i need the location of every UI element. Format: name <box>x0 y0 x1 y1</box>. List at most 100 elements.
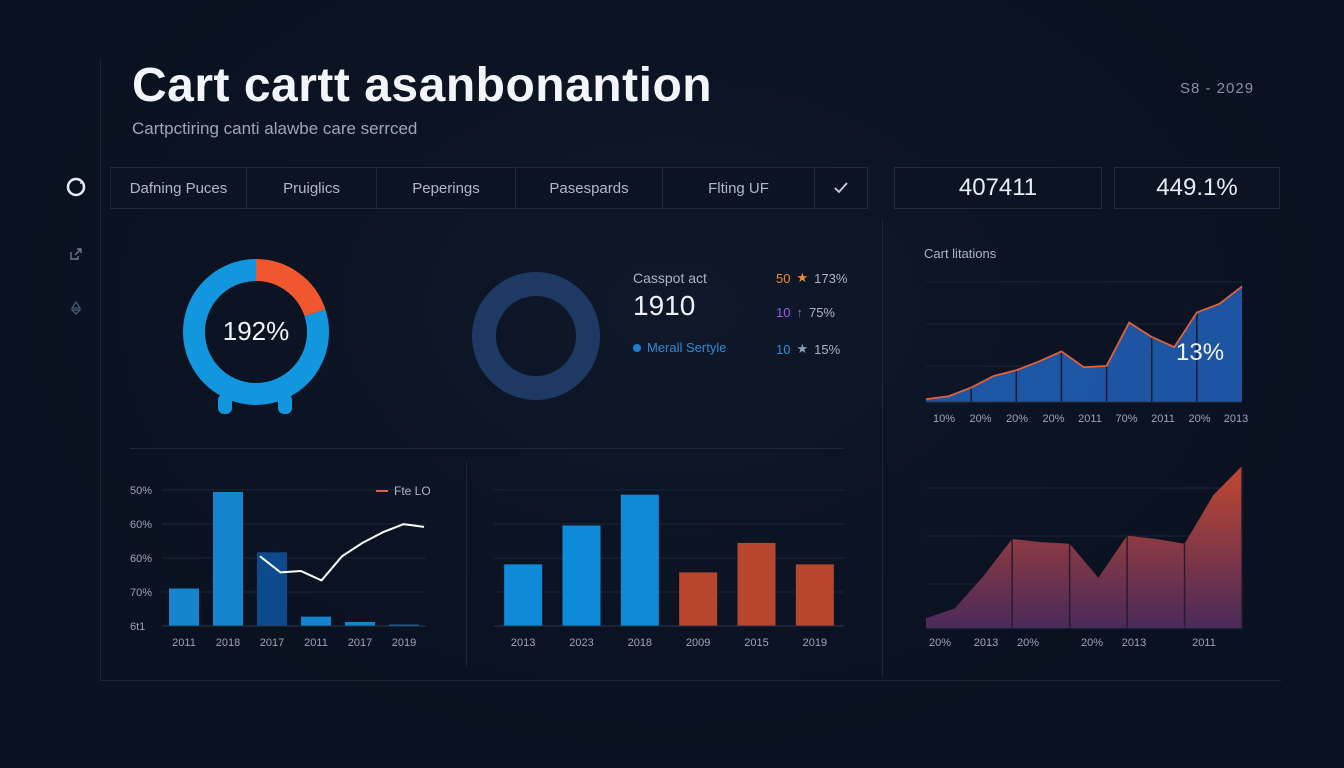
area-chart-title: Cart litations <box>924 246 997 261</box>
donut-left-label: 192% <box>222 316 290 346</box>
tab-bar: Dafning Puces Pruiglics Peperings Pasesp… <box>110 167 868 209</box>
x-tick-label: 70% <box>1115 413 1137 425</box>
arrow-up-icon: ↑ <box>796 305 803 320</box>
stats-row-3: 10 ★ 15% <box>776 341 840 357</box>
recycle-icon[interactable] <box>66 298 86 318</box>
area-chart-bottom: 20% 2013 20% 20% 2013 2011 <box>926 466 1243 649</box>
x-tick-label: 10% <box>933 413 955 425</box>
vertical-divider-right <box>882 218 883 678</box>
kpi-value-2: 449.1% <box>1156 174 1238 201</box>
bar <box>504 564 543 626</box>
tab-flting-uf[interactable]: Flting UF <box>663 168 815 208</box>
y-tick-label: 6t1 <box>130 621 145 633</box>
stats-row-3-value: 15% <box>814 341 841 357</box>
y-tick-label: 60% <box>130 519 152 531</box>
date-range[interactable]: S8 - 2029 <box>1180 80 1255 97</box>
area-chart-annotation: 13% <box>1176 339 1225 366</box>
external-link-icon[interactable] <box>66 244 86 264</box>
x-tick-label: 2011 <box>172 637 196 649</box>
y-tick-label: 70% <box>130 587 152 599</box>
x-tick-label: 20% <box>929 637 951 649</box>
bar <box>737 542 776 626</box>
donut-stand-left <box>218 394 232 414</box>
x-tick-label: 20% <box>969 413 991 425</box>
bar-chart-middle: 2013 2023 2018 2009 2015 2019 <box>494 489 844 649</box>
area-fill <box>926 466 1242 628</box>
tab-pasespards[interactable]: Pasespards <box>516 168 663 208</box>
stats-row-2-value: 75% <box>808 305 835 320</box>
star-icon: ★ <box>796 270 809 285</box>
bar <box>213 492 243 626</box>
x-tick-label: 2015 <box>744 637 768 649</box>
stats-row-2: 10 ↑ 75% <box>776 305 835 320</box>
x-tick-label: 2019 <box>803 637 827 649</box>
star-icon: ★ <box>796 341 809 356</box>
tab-peperings[interactable]: Peperings <box>377 168 516 208</box>
x-tick-label: 2013 <box>511 637 535 649</box>
refresh-icon[interactable] <box>64 175 88 199</box>
bar <box>620 494 659 626</box>
bar <box>169 588 199 626</box>
x-tick-label: 2011 <box>1151 413 1175 425</box>
x-tick-label: 2018 <box>628 637 652 649</box>
stats-row-1: 50 ★ 173% <box>776 270 847 286</box>
series-dot <box>633 343 641 352</box>
kpi-box-2: 449.1% <box>1114 167 1280 209</box>
donut-segment-blue <box>183 259 329 405</box>
x-tick-label: 20% <box>1188 413 1210 425</box>
line-legend: Fte LO <box>376 484 431 498</box>
stats-row-3-lead: 10 <box>776 341 791 357</box>
page-title: Cart cartt asanbonantion <box>132 59 713 112</box>
stats-series-legend: Merall Sertyle <box>633 340 726 355</box>
x-tick-label: 20% <box>1081 637 1103 649</box>
vertical-divider-bottom <box>466 462 467 666</box>
bar-line-chart: 50% 60% 60% 70% 6t1 2011 2018 2017 2011 2017 2019 <box>130 485 426 649</box>
x-tick-label: 2011 <box>304 637 328 649</box>
bar <box>301 616 331 626</box>
donut-segment-orange <box>255 259 326 317</box>
donut-chart-left <box>183 259 329 414</box>
area-chart-top: 10% 20% 20% 20% 2011 70% 2011 20% 2013 <box>925 281 1248 425</box>
legend-label: Fte LO <box>394 484 431 498</box>
x-tick-label: 2009 <box>686 637 710 649</box>
x-tick-label: 20% <box>1017 637 1039 649</box>
line-series <box>259 523 425 582</box>
x-tick-label: 2023 <box>569 637 593 649</box>
checkmark-icon[interactable] <box>815 168 867 208</box>
x-tick-label: 2011 <box>1078 413 1102 425</box>
stats-row-1-value: 173% <box>814 270 848 286</box>
donut-stand-right <box>278 394 292 414</box>
x-tick-label: 20% <box>1006 413 1028 425</box>
x-tick-label: 2011 <box>1192 637 1216 649</box>
bar <box>345 621 375 626</box>
x-tick-label: 2017 <box>260 637 284 649</box>
x-tick-label: 2013 <box>974 637 998 649</box>
x-tick-label: 2019 <box>392 637 416 649</box>
legend-swatch <box>376 490 388 492</box>
bar <box>679 572 718 626</box>
y-tick-label: 60% <box>130 553 152 565</box>
stats-caption: Casspot act <box>633 270 707 286</box>
page-subtitle: Cartpctiring canti alawbe care serrced <box>132 119 418 138</box>
area-line <box>925 285 1243 401</box>
bar <box>389 624 419 626</box>
bar <box>562 525 601 626</box>
stats-value: 1910 <box>633 290 696 321</box>
series-label: Merall Sertyle <box>647 340 727 355</box>
bar <box>257 552 287 626</box>
y-tick-label: 50% <box>130 485 152 497</box>
tab-dafning-puces[interactable]: Dafning Puces <box>111 168 247 208</box>
x-tick-label: 2013 <box>1122 637 1146 649</box>
horizontal-divider <box>130 448 844 449</box>
tab-pruiglics[interactable]: Pruiglics <box>247 168 377 208</box>
x-tick-label: 2013 <box>1224 413 1248 425</box>
donut-middle-ring <box>472 272 600 400</box>
bar <box>795 564 834 626</box>
stats-row-2-lead: 10 <box>776 305 791 320</box>
x-tick-label: 20% <box>1042 413 1064 425</box>
kpi-value-1: 407411 <box>958 174 1038 201</box>
x-tick-label: 2018 <box>216 637 240 649</box>
donut-chart-middle <box>472 272 600 400</box>
kpi-box-1: 407411 <box>894 167 1102 209</box>
dashboard-frame <box>100 60 1281 681</box>
